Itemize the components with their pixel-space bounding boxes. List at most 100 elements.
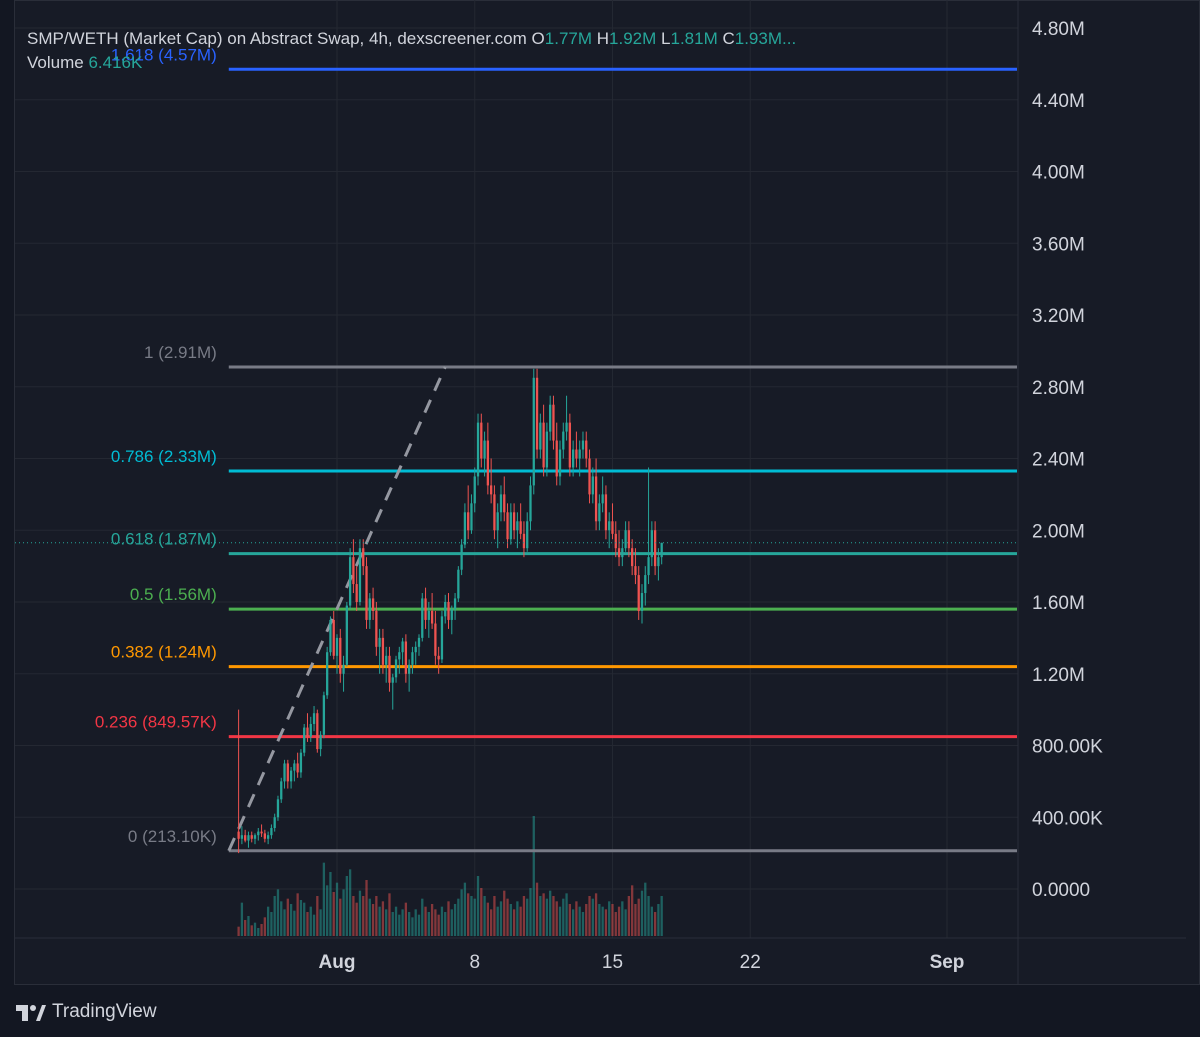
- volume-bar: [253, 922, 257, 936]
- candle-body: [522, 533, 526, 549]
- symbol-title: SMP/WETH (Market Cap) on Abstract Swap, …: [27, 29, 527, 48]
- volume-bar: [562, 898, 565, 936]
- volume-bar: [260, 924, 263, 936]
- volume-bar: [434, 909, 437, 936]
- volume-bar: [585, 904, 588, 936]
- candle-body: [365, 566, 368, 620]
- volume-bar: [519, 906, 522, 936]
- candle-body: [332, 619, 335, 656]
- volume-bar: [411, 917, 414, 936]
- volume-bar: [319, 909, 322, 936]
- candle-body: [296, 763, 299, 773]
- candle-body: [657, 557, 660, 567]
- candle-body: [624, 530, 627, 549]
- volume-bar: [473, 898, 476, 936]
- volume-bar: [257, 928, 260, 936]
- volume-bar: [486, 902, 490, 936]
- candle-body: [289, 770, 293, 782]
- candle-body: [355, 584, 358, 602]
- high-label: H: [596, 29, 610, 48]
- x-tick-label: Aug: [319, 952, 356, 973]
- fib-level-label: 0.5 (1.56M): [130, 585, 217, 604]
- volume-bar: [578, 906, 581, 936]
- candle-body: [414, 646, 417, 653]
- volume-bar: [303, 902, 306, 936]
- candle-body: [621, 548, 624, 558]
- candle-body: [450, 609, 453, 620]
- volume-bar: [516, 901, 519, 936]
- candle-body: [280, 781, 283, 800]
- candle-body: [558, 449, 562, 477]
- y-tick-label: 1.60M: [1032, 593, 1085, 614]
- candle-body: [457, 569, 460, 599]
- candle-body: [598, 503, 601, 522]
- volume-bar: [601, 906, 604, 936]
- volume-bar: [581, 912, 585, 936]
- volume-bar: [293, 910, 296, 936]
- candle-body: [371, 598, 375, 611]
- candle-body: [463, 512, 467, 545]
- volume-bar: [250, 925, 253, 936]
- volume-bar: [358, 890, 362, 936]
- candle-body: [631, 548, 634, 567]
- candle-body: [266, 835, 270, 839]
- volume-bar: [555, 901, 558, 936]
- trend-line: [227, 366, 447, 852]
- volume-bar: [460, 889, 463, 936]
- volume-bar: [614, 912, 617, 936]
- volume-bar: [621, 901, 624, 936]
- candle-body: [378, 637, 381, 647]
- candle-body: [568, 422, 571, 468]
- candle-body: [470, 503, 473, 531]
- candle-body: [358, 548, 362, 602]
- volume-bar: [289, 904, 293, 936]
- volume-bar: [296, 893, 299, 936]
- volume-bar: [378, 906, 381, 936]
- candle-body: [319, 734, 322, 750]
- volume-bar: [611, 904, 614, 936]
- y-tick-label: 1.20M: [1032, 665, 1085, 686]
- volume-bar: [362, 896, 365, 936]
- candle-body: [444, 602, 447, 617]
- volume-bar: [316, 896, 319, 936]
- candle-body: [506, 512, 509, 540]
- volume-bar: [509, 904, 512, 936]
- candle-body: [565, 422, 568, 432]
- trend-line-layer[interactable]: [227, 366, 447, 852]
- volume-bar: [647, 896, 650, 936]
- brand[interactable]: TradingView: [16, 1000, 157, 1024]
- volume-bar: [571, 909, 575, 936]
- candle-body: [411, 652, 414, 665]
- candle-body: [263, 833, 266, 839]
- y-tick-label: 3.20M: [1032, 306, 1085, 327]
- candle-body: [627, 530, 631, 549]
- candle-body: [460, 544, 463, 570]
- candle-body: [322, 695, 326, 735]
- candle-body: [421, 598, 424, 638]
- low-label: L: [661, 29, 671, 48]
- volume-bar: [591, 898, 594, 936]
- volume-bar: [653, 912, 657, 936]
- volume-bar: [598, 904, 601, 936]
- candle-body: [542, 422, 545, 468]
- volume-bar: [365, 880, 368, 936]
- volume-bar: [408, 912, 411, 936]
- volume-bar: [306, 912, 309, 936]
- open-label: O: [531, 29, 545, 48]
- candle-body: [640, 593, 644, 611]
- y-tick-label: 800.00K: [1032, 737, 1103, 758]
- volume-bar: [430, 904, 434, 936]
- volume-bar: [447, 901, 450, 936]
- volume-bar: [342, 889, 345, 936]
- volume-value: 6.416K: [88, 53, 143, 72]
- volume-bar: [371, 904, 375, 936]
- volume-bar: [489, 909, 493, 936]
- candle-body: [270, 828, 273, 836]
- fib-level-label: 0.786 (2.33M): [111, 447, 217, 466]
- y-tick-label: 4.80M: [1032, 19, 1085, 40]
- candle-body: [637, 575, 640, 611]
- volume-bar: [421, 898, 424, 936]
- volume-bar: [398, 914, 401, 936]
- volume-bar: [444, 912, 447, 936]
